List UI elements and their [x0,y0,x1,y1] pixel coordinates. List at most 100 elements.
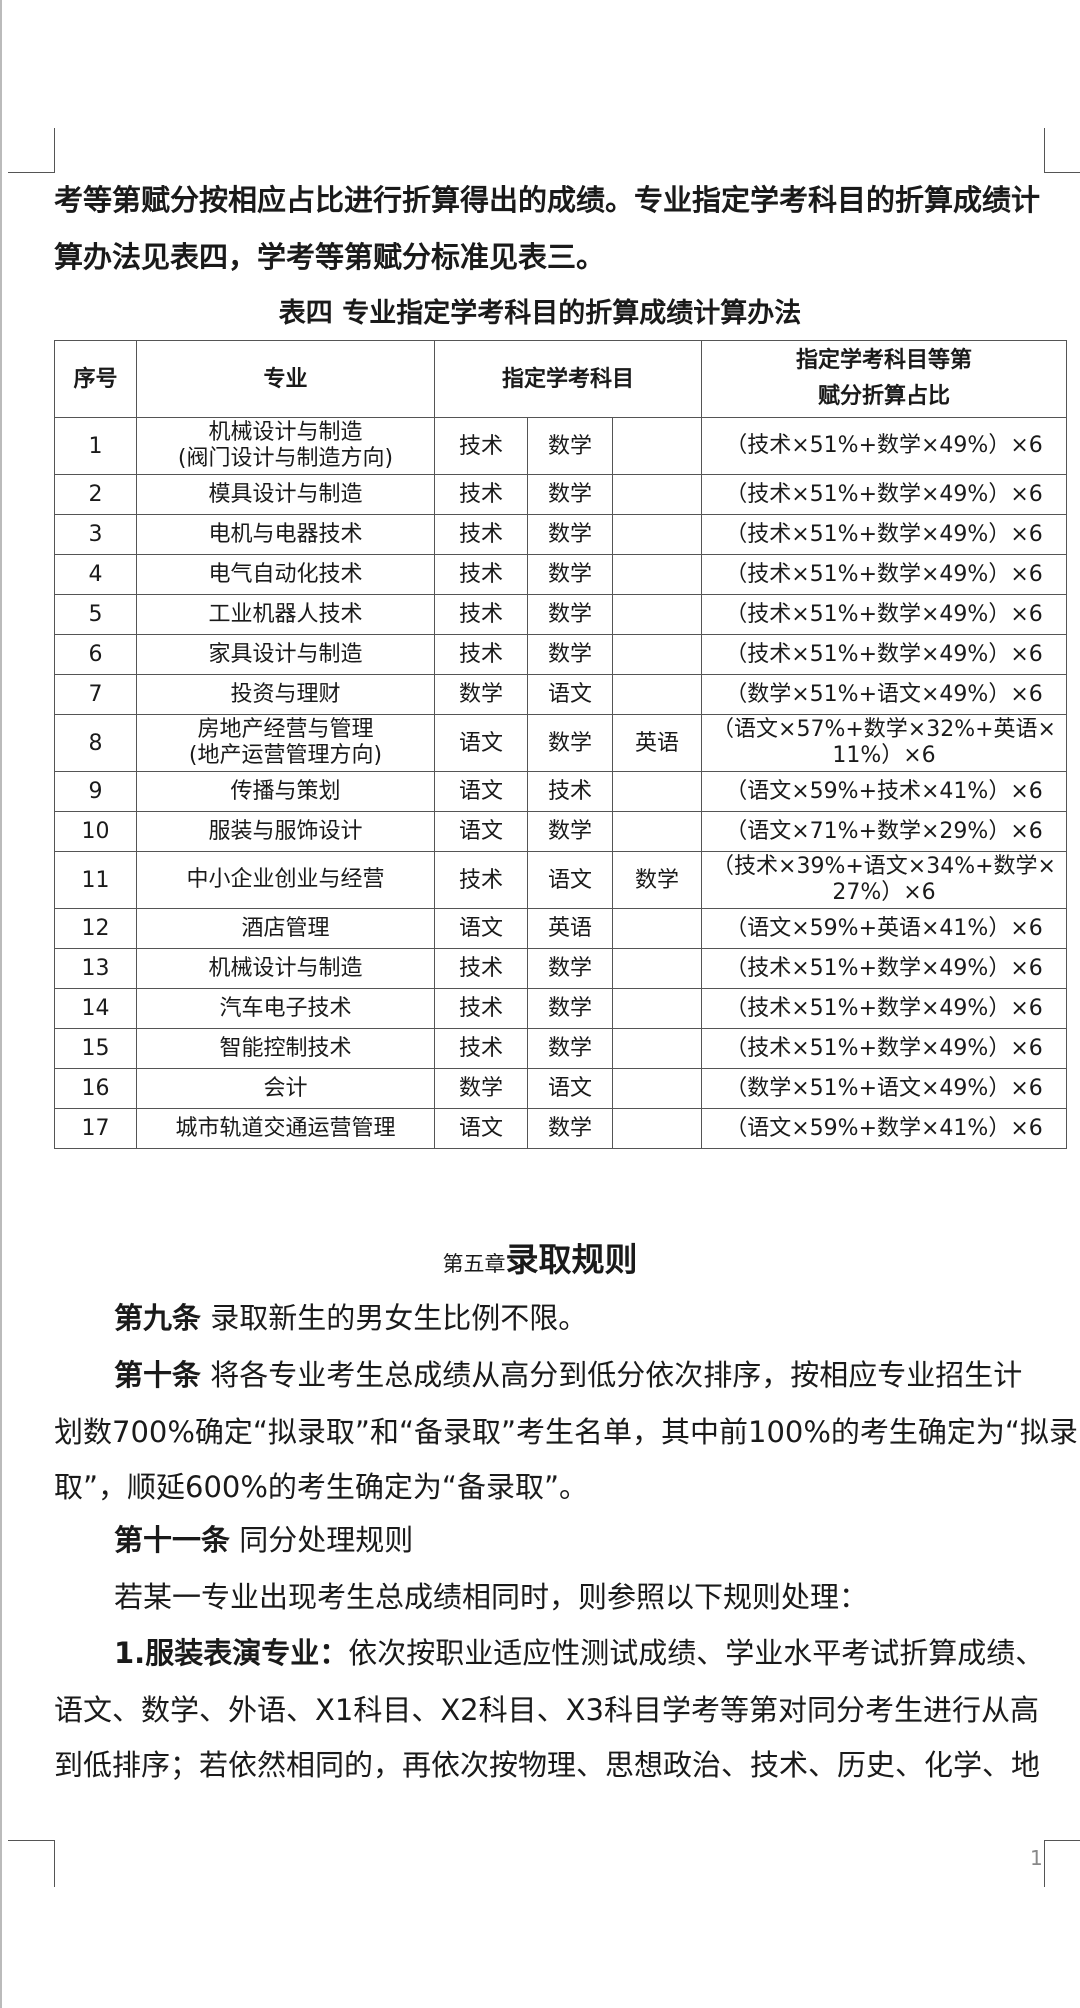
cell-subject-1: 语文 [434,1108,528,1149]
cell-no: 17 [54,1108,137,1149]
cell-subject-3 [612,1108,702,1149]
table-row: 5 工业机器人技术 技术 数学 （技术×51%+数学×49%）×6 [54,594,1067,635]
cell-formula: （技术×51%+数学×49%）×6 [701,417,1067,475]
cell-subject-3 [612,988,702,1029]
cell-subject-1: 技术 [434,988,528,1029]
cell-formula: （技术×51%+数学×49%）×6 [701,634,1067,675]
cell-subject-3 [612,1068,702,1109]
cell-major: 会计 [136,1068,435,1109]
cell-no: 4 [54,554,137,595]
cell-subject-2: 英语 [527,908,613,949]
cell-subject-2: 数学 [527,714,613,772]
cell-no: 7 [54,674,137,715]
cell-subject-2: 数学 [527,514,613,555]
header-ratio: 指定学考科目等第 赋分折算占比 [701,340,1067,418]
table-row: 10 服装与服饰设计 语文 数学 （语文×71%+数学×29%）×6 [54,811,1067,852]
cell-subject-2: 技术 [527,771,613,812]
cell-subject-1: 数学 [434,1068,528,1109]
cell-major: 中小企业创业与经营 [136,851,435,909]
cell-formula: （技术×39%+语文×34%+数学× 27%）×6 [701,851,1067,909]
conversion-table: 序号 专业 指定学考科目 指定学考科目等第 赋分折算占比 1 机械设计与制造 (阀… [54,340,1067,1149]
cell-subject-1: 数学 [434,674,528,715]
cell-formula: （技术×51%+数学×49%）×6 [701,1028,1067,1069]
corner-mark-top-left [8,128,55,173]
cell-subject-3 [612,594,702,635]
article-10-label: 第十条 [114,1358,202,1392]
cell-subject-1: 技术 [434,554,528,595]
cell-subject-1: 技术 [434,851,528,909]
cell-subject-3 [612,554,702,595]
cell-major: 房地产经营与管理 (地产运营管理方向) [136,714,435,772]
cell-formula: （语文×57%+数学×32%+英语× 11%）×6 [701,714,1067,772]
table-row: 16 会计 数学 语文 （数学×51%+语文×49%）×6 [54,1068,1067,1109]
cell-major: 家具设计与制造 [136,634,435,675]
cell-subject-1: 技术 [434,417,528,475]
table-row: 15 智能控制技术 技术 数学 （技术×51%+数学×49%）×6 [54,1028,1067,1069]
chapter-title: 录取规则 [505,1240,638,1279]
cell-subject-3 [612,514,702,555]
cell-no: 8 [54,714,137,772]
table-row: 6 家具设计与制造 技术 数学 （技术×51%+数学×49%）×6 [54,634,1067,675]
table-row: 11 中小企业创业与经营 技术 语文 数学 （技术×39%+语文×34%+数学× 27%）… [54,851,1067,909]
header-no: 序号 [54,340,137,418]
table-row: 14 汽车电子技术 技术 数学 （技术×51%+数学×49%）×6 [54,988,1067,1029]
cell-subject-1: 技术 [434,948,528,989]
cell-major: 城市轨道交通运营管理 [136,1108,435,1149]
cell-subject-2: 数学 [527,594,613,635]
page-number: 1 [1030,1846,1043,1870]
table-row: 3 电机与电器技术 技术 数学 （技术×51%+数学×49%）×6 [54,514,1067,555]
cell-formula: （技术×51%+数学×49%）×6 [701,988,1067,1029]
cell-formula: （语文×59%+数学×41%）×6 [701,1108,1067,1149]
cell-subject-2: 数学 [527,988,613,1029]
cell-formula: （技术×51%+数学×49%）×6 [701,594,1067,635]
cell-formula: （技术×51%+数学×49%）×6 [701,474,1067,515]
cell-subject-1: 技术 [434,594,528,635]
corner-mark-bottom-right [1044,1840,1080,1887]
cell-major: 传播与策划 [136,771,435,812]
cell-subject-1: 技术 [434,514,528,555]
header-subjects: 指定学考科目 [434,340,702,418]
header-major: 专业 [136,340,435,418]
article-10-text: 将各专业考生总成绩从高分到低分依次排序，按相应专业招生计 [201,1358,1023,1392]
cell-formula: （技术×51%+数学×49%）×6 [701,514,1067,555]
table-row: 2 模具设计与制造 技术 数学 （技术×51%+数学×49%）×6 [54,474,1067,515]
cell-subject-1: 语文 [434,714,528,772]
cell-no: 3 [54,514,137,555]
rule-1-line-3: 到低排序；若依然相同的，再依次按物理、思想政治、技术、历史、化学、地 [54,1748,1041,1782]
cell-subject-1: 语文 [434,771,528,812]
cell-no: 5 [54,594,137,635]
cell-subject-1: 技术 [434,634,528,675]
cell-no: 15 [54,1028,137,1069]
table-row: 1 机械设计与制造 (阀门设计与制造方向) 技术 数学 （技术×51%+数学×49%）×… [54,417,1067,475]
table-title: 表四 专业指定学考科目的折算成绩计算办法 [278,298,802,329]
cell-subject-2: 语文 [527,1068,613,1109]
cell-subject-3 [612,417,702,475]
table-row: 4 电气自动化技术 技术 数学 （技术×51%+数学×49%）×6 [54,554,1067,595]
cell-major: 投资与理财 [136,674,435,715]
cell-no: 14 [54,988,137,1029]
article-11-text: 同分处理规则 [230,1523,414,1557]
cell-formula: （语文×59%+技术×41%）×6 [701,771,1067,812]
cell-subject-2: 数学 [527,948,613,989]
table-row: 9 传播与策划 语文 技术 （语文×59%+技术×41%）×6 [54,771,1067,812]
cell-major: 智能控制技术 [136,1028,435,1069]
cell-major: 汽车电子技术 [136,988,435,1029]
cell-no: 9 [54,771,137,812]
cell-subject-3: 数学 [612,851,702,909]
cell-no: 12 [54,908,137,949]
cell-subject-3 [612,948,702,989]
cell-no: 6 [54,634,137,675]
cell-major: 服装与服饰设计 [136,811,435,852]
cell-subject-1: 技术 [434,474,528,515]
cell-subject-3 [612,908,702,949]
cell-formula: （语文×59%+英语×41%）×6 [701,908,1067,949]
cell-subject-2: 数学 [527,1108,613,1149]
table-row: 7 投资与理财 数学 语文 （数学×51%+语文×49%）×6 [54,674,1067,715]
article-9-label: 第九条 [114,1301,202,1335]
cell-subject-3 [612,811,702,852]
cell-major: 酒店管理 [136,908,435,949]
article-10: 第十条 将各专业考生总成绩从高分到低分依次排序，按相应专业招生计 [114,1355,1022,1395]
corner-mark-bottom-left [8,1840,55,1887]
chapter-prefix: 第五章 [442,1252,506,1276]
cell-subject-2: 语文 [527,674,613,715]
